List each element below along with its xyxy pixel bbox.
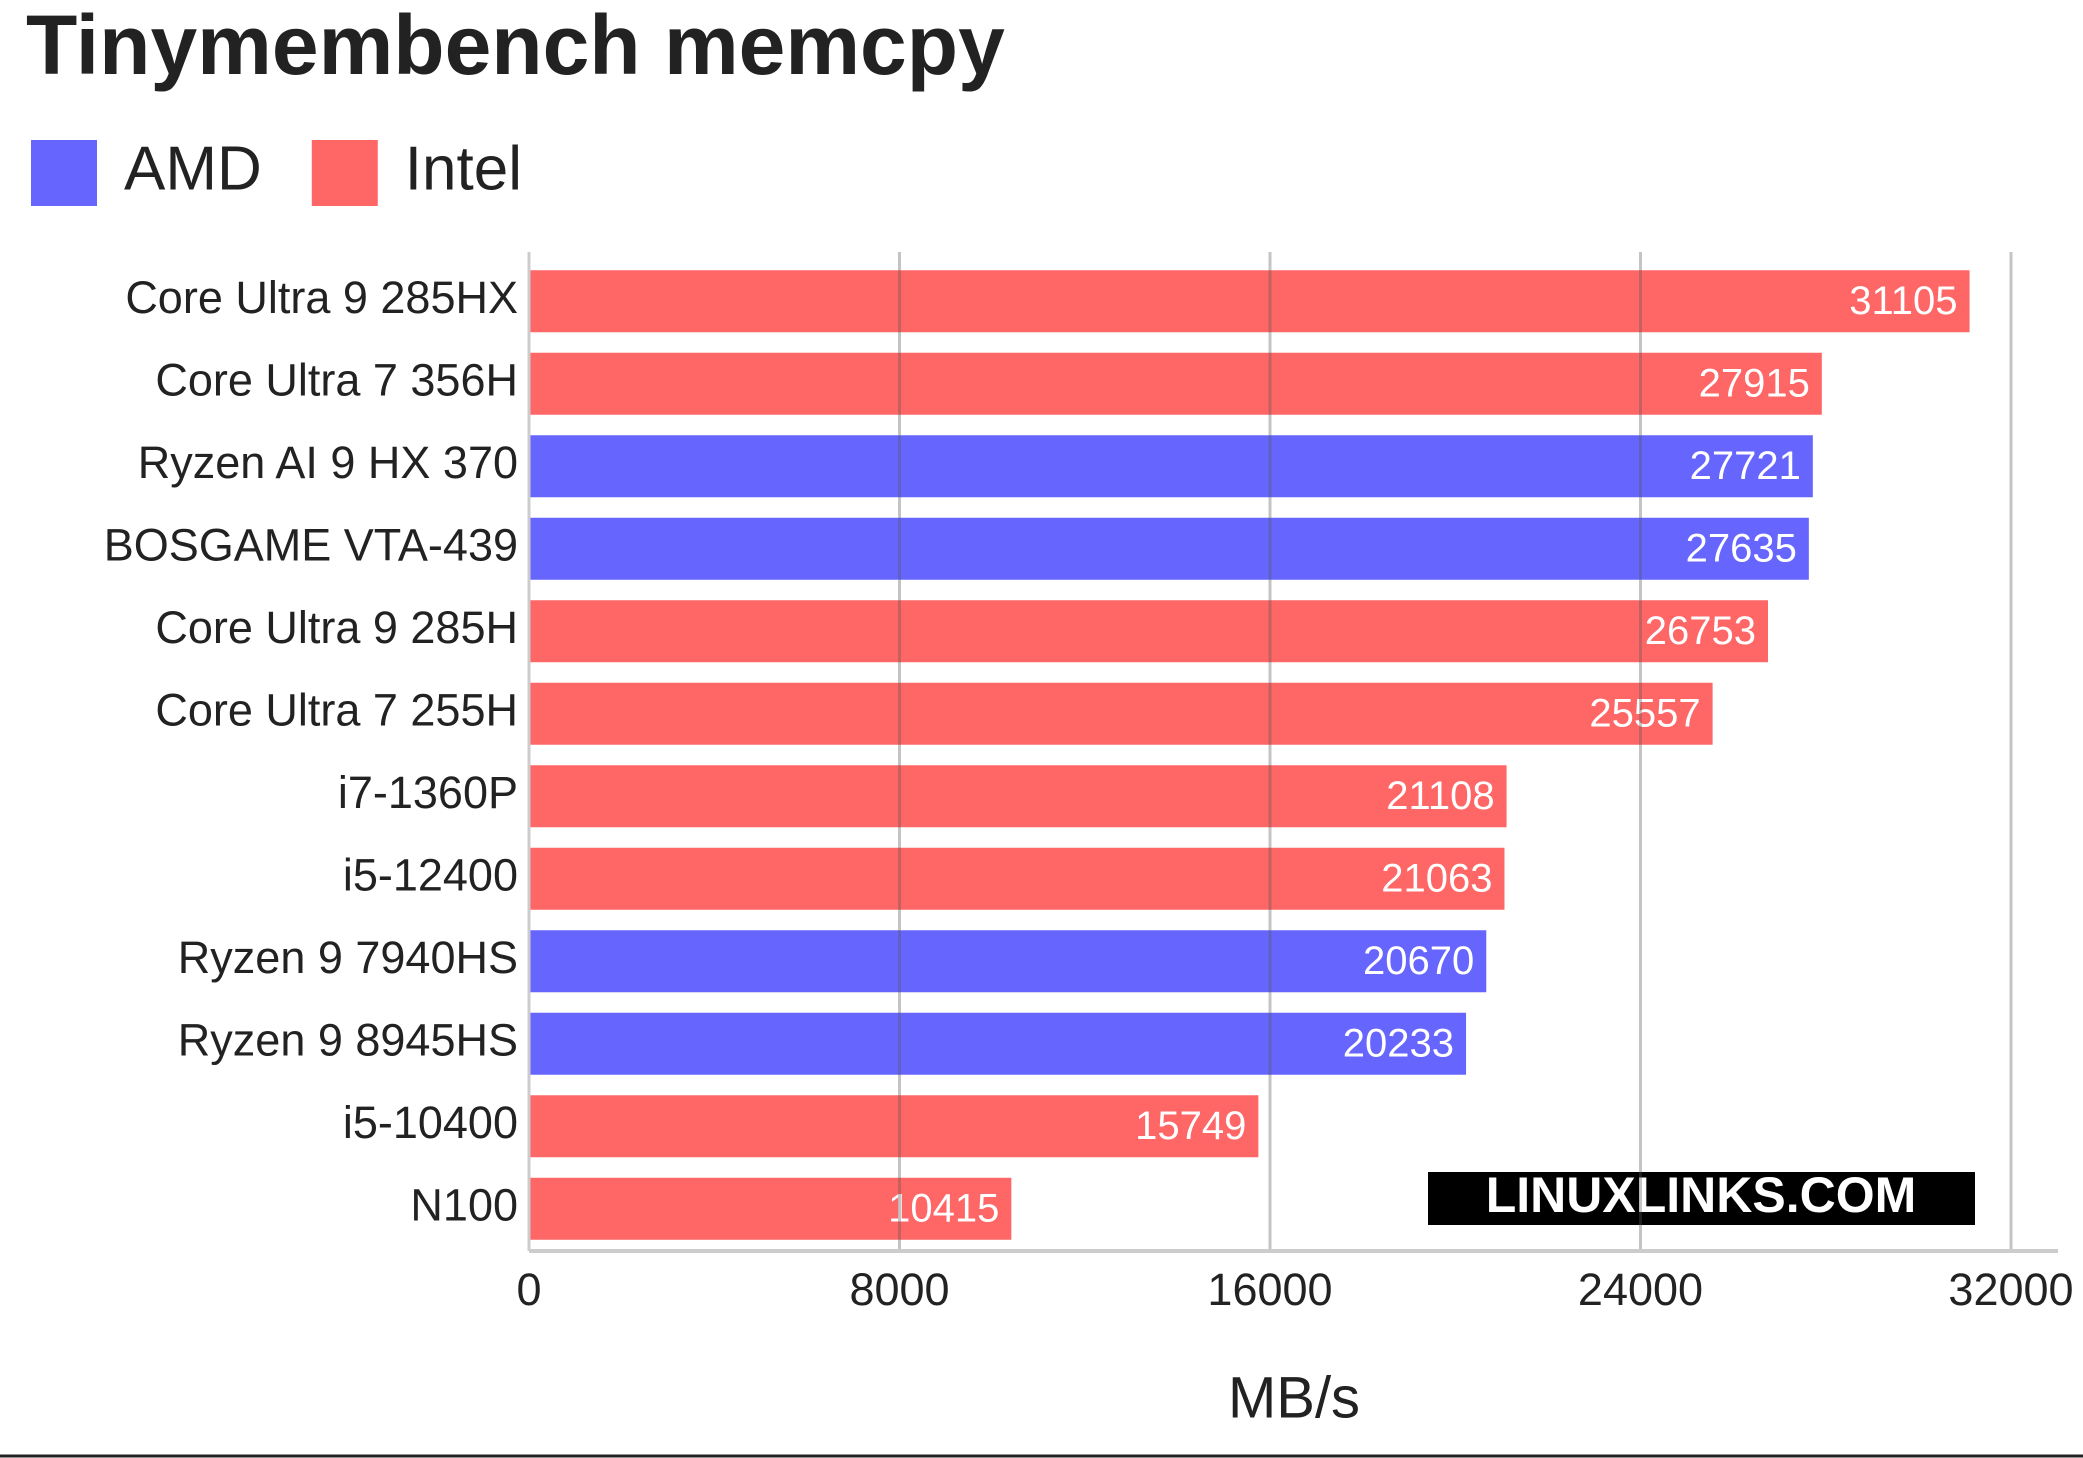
- value-label: 15749: [1135, 1104, 1246, 1148]
- y-tick-label: i5-10400: [343, 1097, 518, 1148]
- y-tick-label: Core Ultra 7 255H: [155, 685, 518, 736]
- y-tick-label: Core Ultra 9 285H: [155, 602, 518, 653]
- bar: [529, 352, 1822, 415]
- x-tick-label: 8000: [849, 1264, 949, 1315]
- bar: [529, 930, 1487, 993]
- x-tick-label: 24000: [1578, 1264, 1703, 1315]
- y-tick-label: Ryzen 9 8945HS: [178, 1015, 518, 1066]
- x-tick-label: 16000: [1207, 1264, 1332, 1315]
- watermark-box: [1428, 1172, 1975, 1225]
- y-tick-label: Core Ultra 9 285HX: [125, 272, 518, 323]
- bar: [529, 270, 1970, 333]
- y-tick-label: i7-1360P: [338, 767, 518, 818]
- value-label: 21063: [1381, 856, 1492, 900]
- legend-label: Intel: [405, 134, 522, 203]
- y-tick-label: Core Ultra 7 356H: [155, 355, 518, 406]
- value-label: 31105: [1849, 279, 1957, 323]
- y-tick-label: N100: [410, 1180, 518, 1231]
- y-tick-label: i5-12400: [343, 850, 518, 901]
- chart-title: Tinymembench memcpy: [26, 0, 1005, 92]
- x-axis-title: MB/s: [1228, 1365, 1360, 1430]
- bar: [529, 847, 1505, 910]
- value-label: 27721: [1690, 444, 1801, 488]
- value-label: 25557: [1589, 691, 1700, 735]
- legend-swatch: [31, 140, 97, 206]
- value-label: 10415: [888, 1186, 999, 1230]
- x-tick-label: 0: [516, 1264, 541, 1315]
- x-tick-label: 32000: [1948, 1264, 2073, 1315]
- bar: [529, 682, 1713, 745]
- bar: [529, 600, 1768, 663]
- y-tick-label: Ryzen 9 7940HS: [178, 932, 518, 983]
- legend-swatch: [311, 140, 378, 206]
- value-label: 26753: [1645, 609, 1756, 653]
- legend-label: AMD: [124, 134, 262, 203]
- y-tick-label: Ryzen AI 9 HX 370: [138, 437, 518, 488]
- y-tick-label: BOSGAME VTA-439: [104, 520, 518, 571]
- value-label: 21108: [1386, 774, 1494, 818]
- bar: [529, 1177, 1012, 1240]
- bar: [529, 765, 1507, 828]
- bar: [529, 1012, 1467, 1075]
- bar: [529, 517, 1809, 580]
- value-label: 20670: [1363, 939, 1474, 983]
- value-label: 27915: [1699, 361, 1810, 405]
- value-label: 20233: [1343, 1021, 1454, 1065]
- value-label: 27635: [1686, 526, 1797, 570]
- bar: [529, 435, 1813, 498]
- bar: [529, 1095, 1259, 1158]
- watermark: LINUXLINKS.COM: [1486, 1167, 1917, 1223]
